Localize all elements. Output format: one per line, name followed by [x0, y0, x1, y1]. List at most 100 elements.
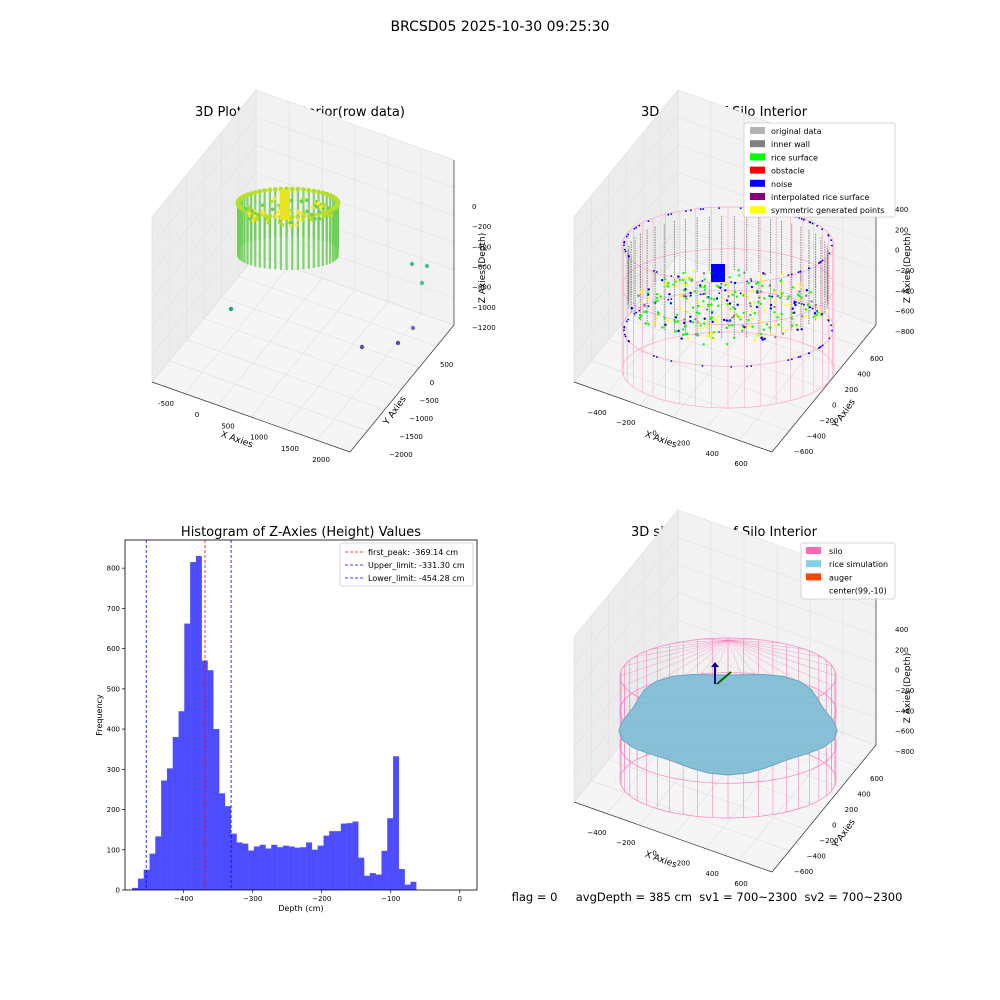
surface-point	[247, 212, 252, 216]
histogram-vlines	[145, 540, 232, 890]
noise-point	[652, 270, 655, 272]
surface-point	[317, 216, 322, 221]
figure-suptitle: BRCSD05 2025-10-30 09:25:30	[390, 19, 609, 35]
classified-point	[774, 335, 777, 339]
surface-point	[244, 207, 248, 211]
noise-point	[670, 213, 673, 215]
surface-point	[314, 205, 319, 209]
noise-point	[655, 271, 658, 273]
classified-point	[784, 329, 788, 332]
noise-point	[811, 307, 814, 310]
rim-point	[272, 187, 278, 192]
noise-point	[623, 244, 625, 247]
silo-roof-line	[727, 639, 833, 687]
classified-point	[805, 294, 808, 297]
classified-point	[776, 316, 779, 319]
x-tick-label: 600	[734, 880, 747, 888]
legend-swatch	[806, 547, 821, 554]
classified-point	[725, 326, 728, 330]
silo-wireframe-line	[621, 206, 835, 284]
histogram-bar	[288, 846, 295, 891]
classified-point	[735, 295, 739, 298]
x-tick-label: 1500	[281, 445, 299, 453]
z-tick-label: −600	[472, 264, 491, 272]
panel-raw-3d: 3D Plot of Silo Interior(row data) -5000…	[151, 89, 496, 464]
classified-point	[689, 276, 692, 279]
silo-wireframe-line	[621, 289, 835, 367]
noise-point	[624, 335, 627, 338]
classify-x-axis-label: X Axies	[643, 430, 678, 451]
surface-point	[260, 203, 265, 207]
classified-point	[719, 286, 722, 289]
classified-point	[706, 296, 709, 299]
histogram-bar	[329, 831, 336, 891]
classified-point	[683, 318, 686, 321]
rim-point	[267, 187, 273, 193]
classified-point	[786, 297, 789, 301]
legend-label: first_peak: -369.14 cm	[368, 548, 458, 557]
grid-line	[573, 537, 679, 665]
classified-point	[726, 342, 729, 346]
classified-point	[694, 333, 698, 336]
x-tick-label: 200	[677, 860, 690, 868]
classified-point	[705, 326, 709, 329]
classified-point	[761, 284, 764, 288]
classified-point	[647, 297, 650, 300]
classified-point	[733, 307, 737, 311]
classified-point	[773, 311, 776, 314]
classified-point	[708, 334, 712, 338]
surface-point	[313, 217, 317, 221]
legend-frame	[743, 122, 896, 218]
noise-point	[797, 356, 800, 359]
x-tick-label: −200	[616, 839, 635, 847]
classified-point	[691, 306, 695, 309]
classified-point	[732, 306, 735, 309]
surface-point	[301, 218, 305, 223]
classified-point	[686, 336, 690, 340]
rim-point	[257, 189, 263, 194]
classified-point	[773, 305, 776, 309]
classified-point	[753, 339, 757, 342]
histogram-bar	[277, 847, 284, 891]
classified-point	[798, 294, 801, 298]
surface-point	[319, 205, 323, 209]
classified-point	[731, 316, 734, 319]
classified-point	[655, 292, 659, 296]
z-tick-label: 200	[895, 646, 908, 654]
y-tick-label: −600	[794, 868, 813, 876]
outlier-point	[409, 261, 415, 267]
classified-point	[759, 275, 763, 278]
surface-point	[297, 218, 301, 222]
panel-classify-3d: 3D classify of Silo Interior −400−200020…	[573, 89, 914, 468]
rim-point	[311, 188, 317, 194]
histogram-bar	[259, 844, 266, 891]
classified-point	[710, 310, 714, 313]
surface-point	[322, 202, 326, 207]
classified-point	[711, 320, 714, 324]
classified-point	[686, 310, 689, 313]
panel-histogram: Histogram of Z-Axies (Height) Values −40…	[95, 525, 478, 913]
classified-point	[749, 304, 752, 308]
classified-point	[703, 288, 707, 291]
noise-point	[746, 280, 749, 283]
classified-point	[659, 295, 662, 298]
classified-point	[724, 283, 727, 287]
noise-point	[718, 207, 721, 210]
classified-point	[781, 332, 785, 335]
classified-point	[725, 299, 729, 302]
classified-point	[776, 313, 779, 316]
classified-point	[814, 316, 818, 320]
histogram-bar	[306, 842, 313, 891]
classified-point	[743, 271, 746, 274]
classified-point	[668, 293, 671, 296]
classified-point	[674, 316, 678, 319]
classified-point	[684, 333, 687, 336]
classified-point	[780, 312, 783, 316]
histogram-bar	[294, 847, 301, 891]
histogram-bar	[311, 849, 318, 891]
silo-roof-line	[634, 639, 729, 658]
grid-line	[573, 117, 679, 245]
noise-point	[820, 260, 822, 263]
classified-point	[736, 303, 739, 307]
